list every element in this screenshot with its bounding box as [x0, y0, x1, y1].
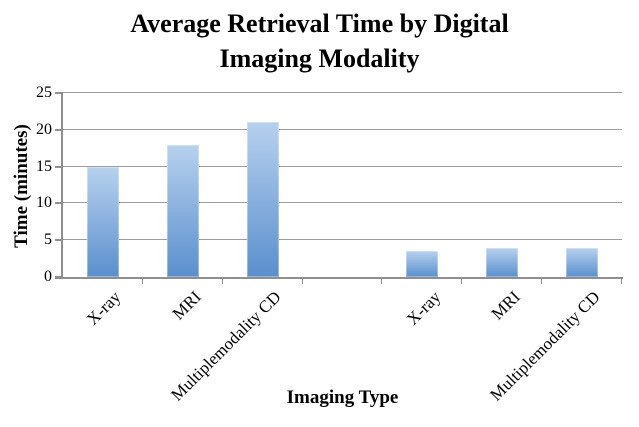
y-tick: [55, 202, 61, 204]
y-tick: [55, 276, 61, 278]
x-category-label: X-ray: [83, 287, 125, 329]
x-tick: [621, 277, 622, 284]
x-tick: [381, 277, 383, 284]
gridline: [63, 129, 622, 130]
y-axis: [61, 92, 63, 278]
chart-title-line2: Imaging Modality: [219, 44, 420, 73]
x-axis: [55, 277, 623, 279]
chart-title: Average Retrieval Time by Digital Imagin…: [0, 6, 639, 76]
x-tick: [541, 277, 543, 284]
bar: [566, 247, 599, 277]
x-category-label: MRI: [487, 287, 524, 324]
bar: [406, 251, 439, 277]
y-tick-label: 10: [36, 194, 52, 211]
bar: [246, 122, 279, 277]
bar: [86, 166, 119, 277]
x-axis-title: Imaging Type: [286, 387, 399, 408]
y-tick-label: 25: [36, 84, 52, 101]
x-category-label: MRI: [168, 287, 205, 324]
y-tick: [55, 239, 61, 241]
bar: [486, 247, 519, 277]
y-tick-label: 15: [36, 158, 52, 175]
y-tick: [55, 166, 61, 168]
gridline: [63, 202, 622, 203]
gridline: [63, 166, 622, 167]
bar: [166, 144, 199, 277]
gridline: [63, 239, 622, 240]
y-tick-label: 0: [44, 268, 52, 285]
x-tick: [461, 277, 463, 284]
x-tick: [301, 277, 303, 284]
y-tick-label: 20: [36, 121, 52, 138]
gridline: [63, 92, 622, 93]
x-tick: [221, 277, 223, 284]
chart-title-line1: Average Retrieval Time by Digital: [130, 9, 509, 38]
y-tick: [55, 92, 61, 94]
x-category-label: X-ray: [402, 287, 445, 329]
x-tick: [141, 277, 143, 284]
y-tick: [55, 129, 61, 131]
y-tick-label: 5: [44, 231, 52, 248]
